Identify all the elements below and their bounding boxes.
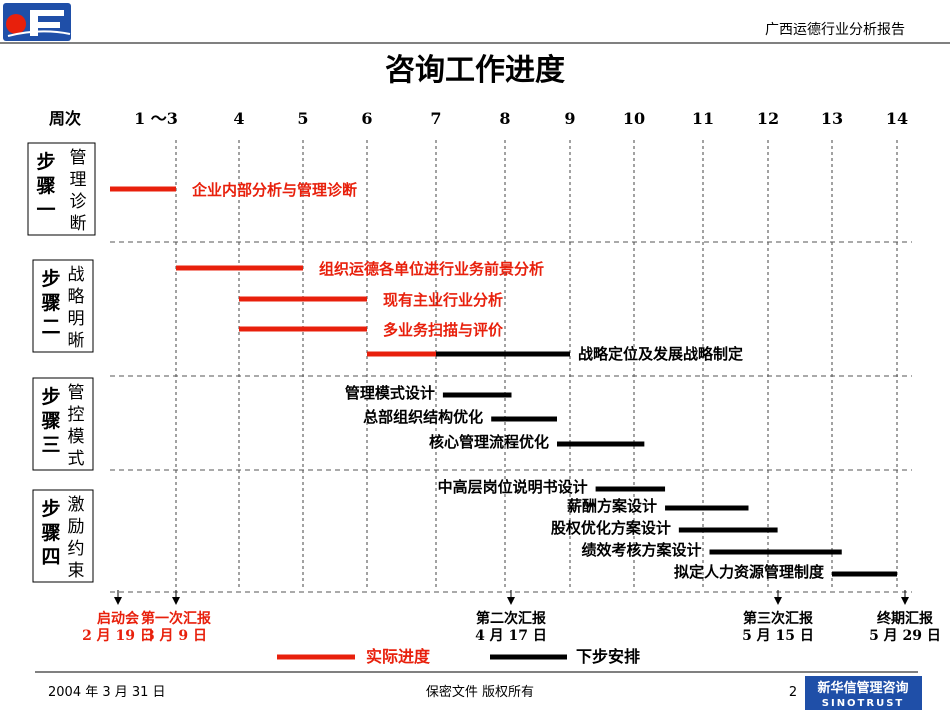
milestone-date-0: 2 月 19 日 [82,628,154,644]
phase-subtitle-char: 明 [68,309,85,329]
task-label-3: 多业务扫描与评价 [383,321,504,339]
phase-subtitle-char: 约 [68,539,85,559]
phase-name-char: 步 [36,151,55,173]
week-grid [175,140,898,590]
task-label-0: 企业内部分析与管理诊断 [191,181,357,199]
milestone-name-4: 终期汇报 [877,610,933,627]
phase-subtitle-char: 励 [68,517,85,537]
milestone-name-1: 第一次汇报 [141,610,211,627]
week-labels: 1 ～3 4 5 6 7 8 9 10 11 12 13 14 [134,109,908,128]
task-label-7: 核心管理流程优化 [429,433,549,451]
task-label-10: 股权优化方案设计 [551,519,671,537]
milestone-date-3: 5 月 15 日 [742,628,814,644]
task-label-12: 拟定人力资源管理制度 [674,563,825,581]
phase-name-char: 步 [41,498,60,520]
phase-subtitle-char: 管 [68,383,85,403]
week-label-9: 12 [757,109,779,128]
company-logo [3,3,71,41]
page-number: 2 [789,685,797,700]
phase-name-char: 步 [41,268,60,290]
phase-subtitle-char: 断 [70,214,87,234]
phase-subtitle-char: 晰 [68,331,85,351]
report-title: 广西运德行业分析报告 [765,22,905,38]
task-label-9: 薪酬方案设计 [567,497,657,515]
milestone-date-4: 5 月 29 日 [869,628,941,644]
week-label-3: 6 [361,109,372,128]
phase-name-char: 一 [36,199,55,221]
phase-subtitle-char: 模 [68,427,85,447]
phase-subtitle-char: 诊 [70,192,87,212]
brand-cn: 新华信管理咨询 [817,680,908,696]
task-label-8: 中高层岗位说明书设计 [438,478,588,496]
milestone-name-3: 第三次汇报 [743,610,813,627]
week-label-1: 4 [233,109,244,128]
footer-date: 2004 年 3 月 31 日 [48,685,166,700]
phase-subtitle-char: 激 [68,495,85,515]
week-axis-label: 周次 [49,109,81,128]
phase-name-char: 三 [41,434,60,456]
phase-name-char: 骤 [36,175,55,197]
milestone-arrow-2 [507,597,515,605]
milestone-arrow-3 [774,597,782,605]
milestone-date-1: 3 月 9 日 [145,628,207,644]
week-label-10: 13 [821,109,843,128]
phase-subtitle-char: 管 [70,148,87,168]
week-label-7: 10 [623,109,645,128]
week-label-4: 7 [430,109,441,128]
week-label-5: 8 [499,109,510,128]
task-label-11: 绩效考核方案设计 [581,541,701,559]
phase-name-char: 骤 [41,292,60,314]
phase-subtitle-char: 战 [68,265,85,285]
phase-box-1 [32,259,94,353]
phase-subtitle-char: 式 [68,449,85,469]
milestone-date-2: 4 月 17 日 [475,628,547,644]
milestone-name-2: 第二次汇报 [476,610,546,627]
phase-box-0 [27,142,96,236]
task-label-1: 组织运德各单位进行业务前景分析 [319,260,544,278]
phase-name-char: 骤 [41,522,60,544]
task-label-6: 总部组织结构优化 [363,408,483,426]
brand-logo: 新华信管理咨询 SINOTRUST [805,676,922,710]
chart-title: 咨询工作进度 [385,53,565,88]
phase-name-char: 四 [41,546,60,568]
phase-subtitle-char: 理 [70,170,87,190]
phase-name-char: 二 [41,316,60,338]
week-label-6: 9 [564,109,575,128]
brand-en: SINOTRUST [822,698,904,709]
task-bars: 企业内部分析与管理诊断组织运德各单位进行业务前景分析现有主业行业分析多业务扫描与… [110,181,897,581]
week-label-11: 14 [886,109,908,128]
phase-name-char: 步 [41,386,60,408]
week-label-2: 5 [297,109,308,128]
legend-actual-label: 实际进度 [366,647,431,666]
milestone-name-0: 启动会 [97,610,140,627]
legend-plan-label: 下步安排 [576,647,640,666]
phase-subtitle-char: 略 [68,287,85,307]
legend: 实际进度 下步安排 [277,647,640,666]
task-label-5: 管理模式设计 [345,384,435,402]
phase-name-char: 骤 [41,410,60,432]
milestone-arrow-4 [901,597,909,605]
task-label-4: 战略定位及发展战略制定 [578,345,743,363]
week-label-8: 11 [692,109,714,128]
task-label-2: 现有主业行业分析 [383,291,503,309]
footer-confidential: 保密文件 版权所有 [426,684,534,700]
milestone-arrow-0 [114,597,122,605]
phase-subtitle-char: 束 [68,561,85,581]
phase-box-2 [32,377,94,471]
phase-box-3 [32,489,94,583]
week-label-0: 1 ～3 [134,109,178,128]
milestone-arrow-1 [172,597,180,605]
phase-subtitle-char: 控 [68,405,85,425]
